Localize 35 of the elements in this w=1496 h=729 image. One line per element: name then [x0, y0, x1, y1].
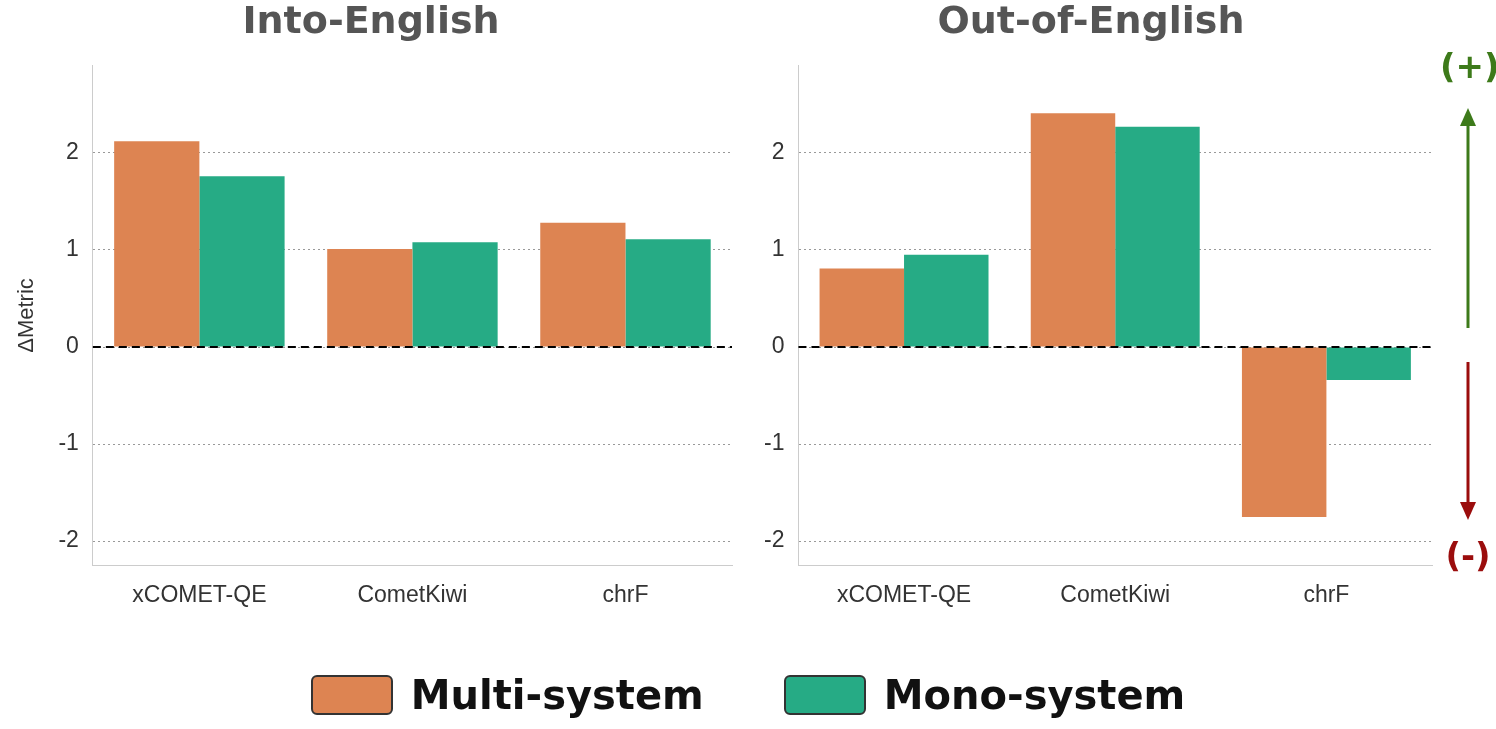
y-tick-label: -2: [58, 526, 79, 553]
bar: [819, 268, 905, 347]
y-tick-label: 2: [66, 138, 79, 165]
bar: [327, 249, 413, 347]
y-tick-label: 1: [66, 235, 79, 262]
legend-label: Multi-system: [410, 672, 704, 718]
y-tick-label: -1: [58, 429, 79, 456]
bar: [114, 141, 200, 347]
y-tick-label: -2: [764, 526, 785, 553]
x-tick-label: CometKiwi: [1060, 580, 1171, 607]
y-axis-title: ΔMetric: [13, 278, 39, 353]
x-tick-label: xCOMET-QE: [836, 580, 972, 607]
x-tick-label: xCOMET-QE: [132, 580, 267, 607]
chart-title: Into-English: [242, 0, 500, 42]
bar: [1241, 347, 1327, 517]
bar: [1115, 126, 1200, 347]
y-tick-label: -1: [764, 429, 785, 456]
x-tick-label: chrF: [1303, 580, 1350, 607]
text: (+): [1440, 46, 1496, 86]
bar: [625, 239, 711, 347]
bar: [904, 254, 989, 347]
bar: [1326, 347, 1411, 381]
y-tick-label: 0: [66, 332, 79, 359]
bar: [1030, 113, 1116, 347]
legend-label: Mono-system: [883, 672, 1186, 718]
bar: [199, 176, 285, 347]
y-tick-label: 0: [771, 332, 785, 359]
y-tick-label: 1: [771, 235, 785, 262]
text: (-): [1444, 535, 1492, 575]
x-tick-label: CometKiwi: [357, 580, 468, 607]
bar: [412, 242, 498, 347]
bar: [540, 222, 626, 347]
x-tick-label: chrF: [602, 580, 649, 607]
y-tick-label: 2: [771, 138, 785, 165]
chart-title: Out-of-English: [937, 0, 1245, 42]
